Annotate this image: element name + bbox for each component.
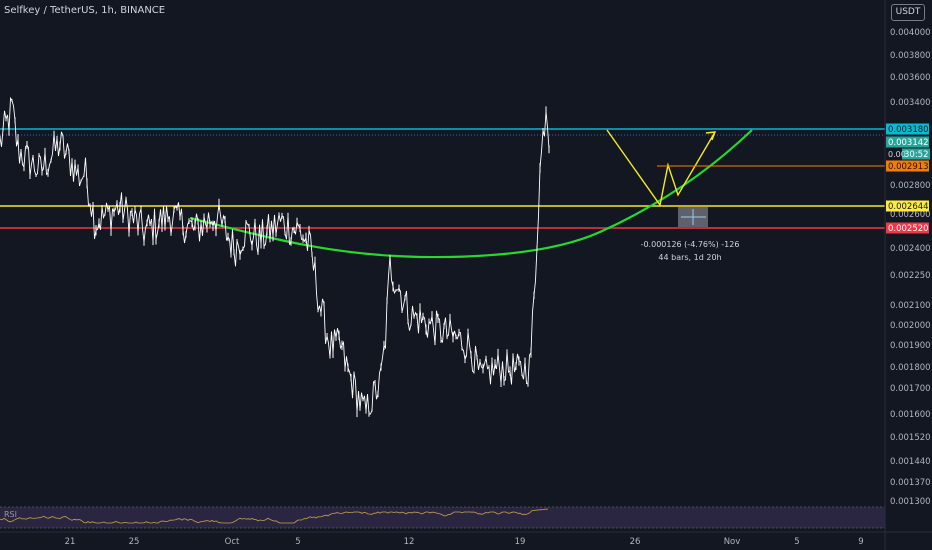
y-tick-label: 0.001520 <box>890 433 931 443</box>
y-tick-label: 0.002400 <box>890 244 931 254</box>
y-tick-label: 0.002250 <box>890 271 931 281</box>
price-label-bg <box>902 148 930 160</box>
y-tick-label: 0.002100 <box>890 301 931 311</box>
measure-line-2: 44 bars, 1d 20h <box>658 253 722 262</box>
x-tick-label: 5 <box>794 537 799 547</box>
price-label-bg <box>886 136 929 148</box>
projection-arrow-head <box>705 131 717 141</box>
price-label: 0.002644 <box>888 202 929 212</box>
price-line <box>0 96 550 415</box>
rsi-line <box>0 508 549 524</box>
x-tick-label: 19 <box>515 537 526 547</box>
price-label-partial: 0.00 <box>888 150 906 159</box>
price-label: 0.002520 <box>888 224 929 234</box>
price-label: 0.003142 <box>888 138 929 148</box>
y-tick-label: 0.003800 <box>890 51 931 61</box>
projection-path <box>606 129 716 207</box>
y-tick-label: 0.002600 <box>890 210 931 220</box>
y-tick-label: 0.001600 <box>890 410 931 420</box>
y-tick-label: 0.002000 <box>890 321 931 331</box>
y-tick-label: 0.001370 <box>890 478 931 488</box>
measure-line-1: -0.000126 (-4.76%) -126 <box>640 240 740 249</box>
x-tick-label: 25 <box>129 537 140 547</box>
y-tick-label: 0.002800 <box>890 181 931 191</box>
y-tick-label: 0.001440 <box>890 457 931 467</box>
y-tick-label: 0.001700 <box>890 384 931 394</box>
y-tick-label: 0.001800 <box>890 363 931 373</box>
x-tick-label: 21 <box>65 537 76 547</box>
x-tick-label: 26 <box>630 537 641 547</box>
currency-selector[interactable]: USDT <box>891 4 925 21</box>
x-tick-label: Oct <box>225 537 240 547</box>
x-tick-label: 5 <box>295 537 300 547</box>
y-tick-label: 0.003600 <box>890 73 931 83</box>
price-label-bg <box>886 222 929 234</box>
x-tick-label: 12 <box>404 537 415 547</box>
x-tick-label: Nov <box>724 537 741 547</box>
y-tick-label: 0.001300 <box>890 497 931 507</box>
price-label: 30:52 <box>904 150 929 160</box>
price-label: 0.002913 <box>888 162 929 172</box>
rsi-label: RSI <box>4 510 17 519</box>
measure-readout: -0.000126 (-4.76%) -126 44 bars, 1d 20h <box>630 238 750 264</box>
price-label-bg <box>886 123 929 135</box>
cup-curve <box>189 129 753 259</box>
price-label-bg <box>886 200 929 212</box>
rsi-pane <box>0 507 885 528</box>
price-label-bg <box>886 160 929 172</box>
y-tick-label: 0.001900 <box>890 341 931 351</box>
price-label: 0.003180 <box>888 125 929 135</box>
chart-title: Selfkey / TetherUS, 1h, BINANCE <box>4 5 166 16</box>
y-tick-label: 0.003400 <box>890 98 931 108</box>
x-tick-label: 9 <box>858 537 863 547</box>
y-tick-label: 0.004000 <box>890 28 931 38</box>
price-series <box>0 96 550 418</box>
